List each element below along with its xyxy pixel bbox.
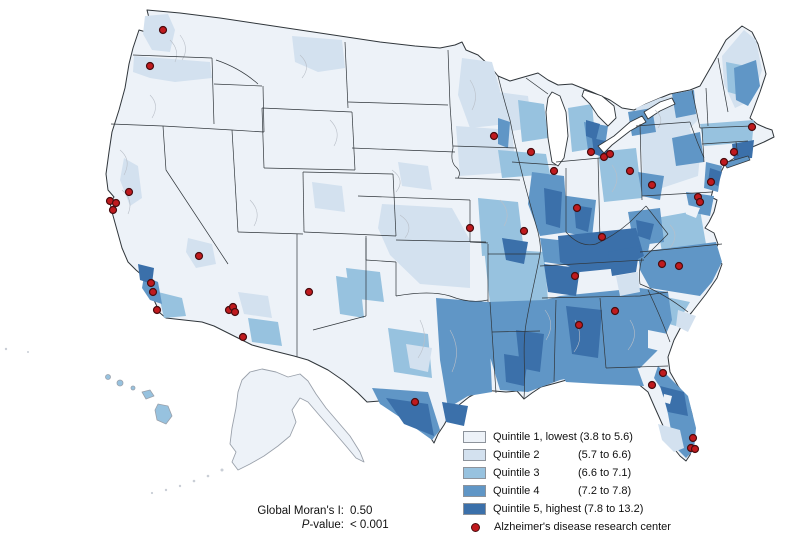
q1-swatch [463,431,486,443]
legend-row-q4: Quintile 4 (7.2 to 7.8) [463,482,671,500]
pvalue-label: P-value: [301,518,344,531]
map-legend: Quintile 1, lowest (3.8 to 5.6) Quintile… [463,428,671,536]
research-center-dot [230,307,240,317]
q4-range: (7.2 to 7.8) [578,485,632,497]
lake-ontario [643,97,676,120]
aleutian-islands [4,347,224,495]
research-center-dot [570,271,580,281]
research-center-dot [124,187,134,197]
q5-range: (7.8 to 13.2) [584,503,644,515]
research-center-dot [194,251,204,261]
research-center-dot [747,122,757,132]
research-center-dot [111,198,121,208]
research-center-dot [647,380,657,390]
research-center-dot [572,203,582,213]
legend-row-q3: Quintile 3 (6.6 to 7.1) [463,464,671,482]
q4-swatch [463,485,486,497]
research-center-dot [695,197,705,207]
lake-erie [597,115,647,154]
pvalue-stat: P-value: < 0.001 [200,519,400,533]
q3-swatch [463,467,486,479]
research-center-dot [597,232,607,242]
q2-range: (5.7 to 6.6) [578,449,632,461]
q2-label: Quintile 2 [493,449,540,461]
research-center-dot [148,287,158,297]
q3-label: Quintile 3 [493,467,540,479]
research-center-dot [688,433,698,443]
q4-label: Quintile 4 [493,485,540,497]
q1-label: Quintile 1, lowest [493,431,577,443]
legend-row-q2: Quintile 2 (5.7 to 6.6) [463,446,671,464]
marker-label: Alzheimer's disease research center [494,521,671,533]
research-center-dot [519,226,529,236]
q3-range: (6.6 to 7.1) [578,467,632,479]
legend-row-q1: Quintile 1, lowest (3.8 to 5.6) [463,428,671,446]
research-center-dot-icon [471,522,480,532]
research-center-dots [105,25,757,454]
research-center-dot [706,177,716,187]
moran-value: 0.50 [350,505,373,517]
long-island [723,155,751,169]
research-center-dot [238,332,248,342]
research-center-dot [145,61,155,71]
islands [4,155,751,495]
research-center-dot [657,259,667,269]
moran-stat: Global Moran's I: 0.50 [200,505,400,519]
research-center-dot [690,444,700,454]
spatial-stats: Global Moran's I: 0.50 P-value: < 0.001 [200,505,400,532]
alaska [229,368,365,471]
research-center-dot [605,149,615,159]
moran-label: Global Moran's I: [257,505,344,517]
legend-row-q5: Quintile 5, highest (7.8 to 13.2) [463,500,671,518]
research-center-dot [549,166,559,176]
research-center-dot [719,157,729,167]
research-center-dot [108,205,118,215]
research-center-dot [146,278,156,288]
research-center-dot [465,223,475,233]
research-center-dot [526,147,536,157]
state-borders [110,41,753,399]
research-center-dot [152,305,162,315]
research-center-dot [586,147,596,157]
hawaii [105,374,173,425]
research-center-dot [674,261,684,271]
pvalue-value: < 0.001 [350,518,389,531]
quintile-patches [120,14,762,458]
lake-huron [581,89,617,127]
research-center-dot [658,368,668,378]
great-lakes [545,89,676,167]
research-center-dot [610,306,620,316]
research-center-dot [625,166,635,176]
q5-label: Quintile 5, highest [493,503,582,515]
research-center-dot [729,147,739,157]
lake-michigan [545,91,569,167]
research-center-dot [574,320,584,330]
legend-row-marker: Alzheimer's disease research center [463,518,671,536]
research-center-dot [410,397,420,407]
research-center-dot [304,287,314,297]
subregion-borders [119,34,676,373]
q5-swatch [463,503,486,515]
research-center-dot [158,25,168,35]
q1-range: (3.8 to 5.6) [579,431,633,443]
research-center-dot [489,131,499,141]
q2-swatch [463,449,486,461]
research-center-dot [647,180,657,190]
